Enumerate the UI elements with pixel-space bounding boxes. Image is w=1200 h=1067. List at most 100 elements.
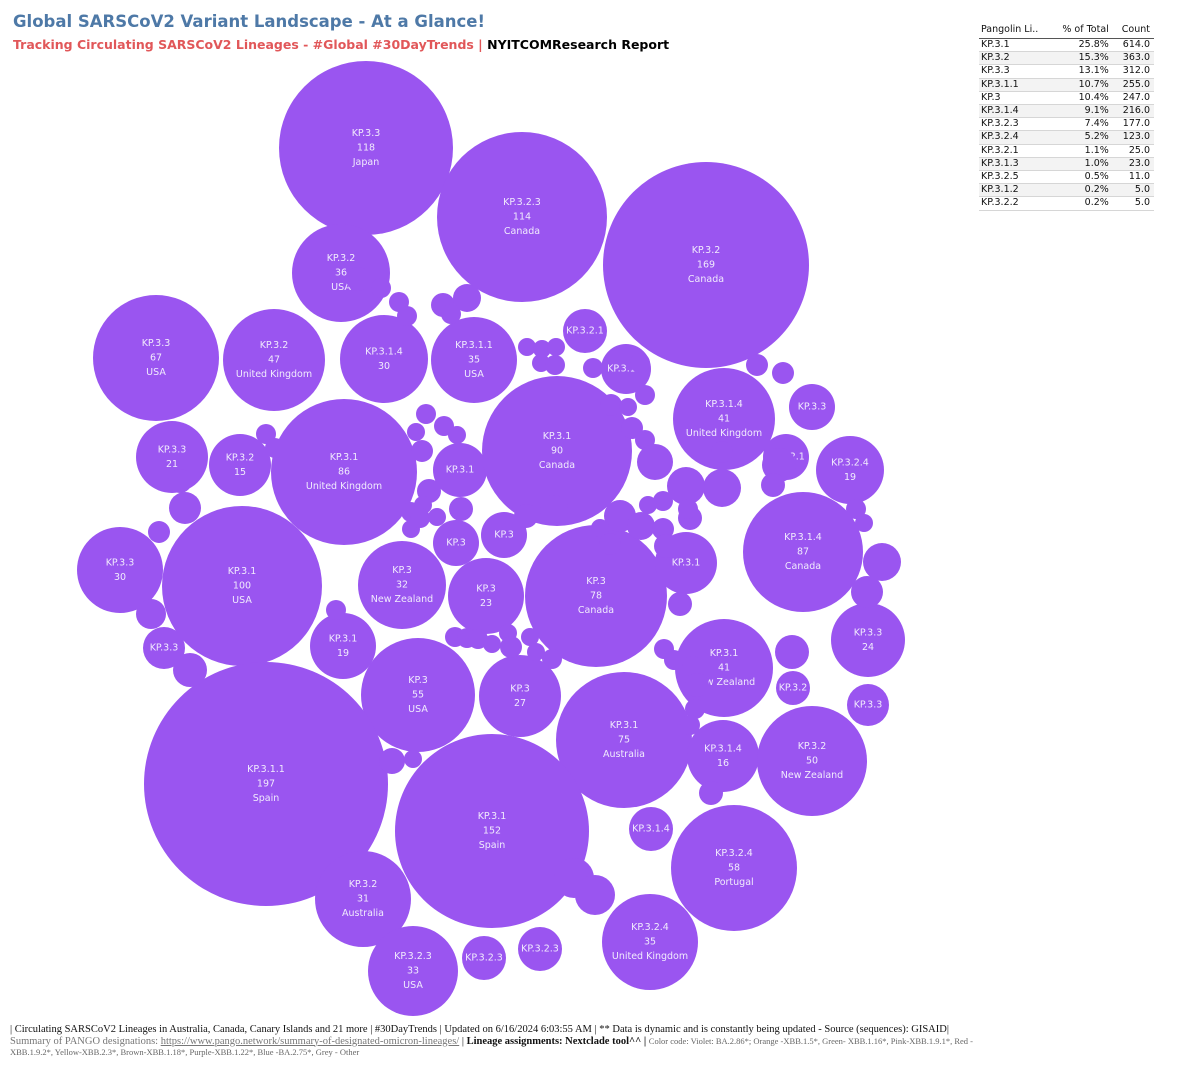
bubble-circle[interactable] [667, 467, 705, 505]
bubble[interactable] [483, 635, 501, 653]
bubble[interactable] [500, 636, 522, 658]
bubble[interactable] [775, 635, 809, 669]
bubble[interactable] [703, 469, 741, 507]
bubble-circle[interactable] [346, 267, 370, 291]
bubble-circle[interactable] [209, 434, 271, 496]
bubble[interactable] [173, 653, 207, 687]
bubble[interactable] [639, 496, 657, 514]
bubble-circle[interactable] [482, 376, 632, 526]
bubble-circle[interactable] [340, 315, 428, 403]
bubble[interactable] [265, 438, 285, 458]
bubble-circle[interactable] [685, 699, 705, 719]
bubble-circle[interactable] [168, 469, 192, 493]
bubble[interactable] [346, 267, 370, 291]
bubble[interactable] [699, 781, 723, 805]
bubble[interactable]: KP.3.2 [776, 671, 810, 705]
bubble[interactable] [772, 362, 794, 384]
bubble-circle[interactable] [433, 443, 487, 497]
bubble[interactable]: KP.3.1 86 United Kingdom [271, 399, 417, 545]
bubble-circle[interactable] [518, 927, 562, 971]
bubble[interactable] [599, 533, 621, 555]
bubble-circle[interactable] [500, 636, 522, 658]
bubble[interactable]: KP.3.2 47 United Kingdom [223, 309, 325, 411]
bubble[interactable]: KP.3.1.4 41 United Kingdom [673, 368, 775, 470]
bubble[interactable] [637, 444, 673, 480]
bubble-circle[interactable] [680, 715, 700, 735]
bubble[interactable]: KP.3.1.4 16 [687, 720, 759, 792]
bubble[interactable] [371, 278, 391, 298]
bubble-circle[interactable] [462, 936, 506, 980]
bubble[interactable] [591, 519, 609, 537]
bubble-circle[interactable] [678, 499, 698, 519]
bubble[interactable] [619, 398, 637, 416]
bubble-circle[interactable] [603, 162, 809, 368]
bubble-circle[interactable] [371, 278, 391, 298]
bubble[interactable]: KP.3.3 [847, 684, 889, 726]
bubble[interactable]: KP.3.2 15 [209, 434, 271, 496]
bubble-circle[interactable] [533, 340, 551, 358]
bubble[interactable] [583, 358, 603, 378]
table-row[interactable]: KP.3.2.3 7.4% 177.0 [979, 117, 1154, 132]
bubble[interactable]: KP.3.2.4 35 United Kingdom [602, 894, 698, 990]
bubble[interactable]: KP.3 32 New Zealand [358, 541, 446, 629]
bubble[interactable]: KP.3 27 [479, 655, 561, 737]
bubble-circle[interactable] [600, 394, 622, 416]
bubble[interactable] [540, 495, 568, 523]
column-header-percent[interactable]: % of Total [1050, 22, 1113, 39]
table-row[interactable]: KP.3.1.4 9.1% 216.0 [979, 104, 1154, 119]
bubble-circle[interactable] [831, 603, 905, 677]
bubble-circle[interactable] [789, 384, 835, 430]
bubble[interactable]: KP.3.1.4 30 [340, 315, 428, 403]
table-row[interactable]: KP.3.2 15.3% 363.0 [979, 51, 1154, 66]
bubble[interactable] [148, 521, 170, 543]
bubble-circle[interactable] [361, 638, 475, 752]
bubble-circle[interactable] [575, 875, 615, 915]
bubble-circle[interactable] [757, 706, 867, 816]
bubble[interactable]: KP.3.2 36 USA [292, 224, 390, 322]
bubble[interactable] [668, 592, 692, 616]
bubble-circle[interactable] [292, 224, 390, 322]
bubble[interactable]: KP.3.1 19 [310, 613, 376, 679]
bubble-circle[interactable] [279, 61, 453, 235]
column-header-lineage[interactable]: Pangolin Li.. [979, 22, 1051, 39]
bubble-circle[interactable] [630, 353, 650, 373]
bubble-circle[interactable] [410, 508, 430, 528]
bubble[interactable]: KP.3.3 67 USA [93, 295, 219, 421]
bubble-circle[interactable] [271, 399, 417, 545]
bubble[interactable] [397, 306, 417, 326]
bubble-circle[interactable] [368, 926, 458, 1016]
bubble-circle[interactable] [143, 627, 185, 669]
bubble[interactable] [851, 576, 883, 608]
bubble-circle[interactable] [527, 643, 545, 661]
bubble-circle[interactable] [545, 355, 565, 375]
bubble[interactable] [685, 699, 705, 719]
bubble[interactable] [411, 440, 433, 462]
bubble-circle[interactable] [563, 309, 607, 353]
bubble-circle[interactable] [428, 508, 446, 526]
bubble[interactable] [169, 492, 201, 524]
bubble[interactable]: KP.3.1 152 Spain [395, 734, 589, 928]
bubble-circle[interactable] [851, 576, 883, 608]
bubble-circle[interactable] [437, 132, 607, 302]
bubble[interactable] [654, 534, 678, 558]
bubble[interactable] [416, 404, 436, 424]
column-header-count[interactable]: Count [1112, 22, 1154, 39]
bubble-circle[interactable] [743, 492, 863, 612]
table-row[interactable]: KP.3.1.2 0.2% 5.0 [979, 183, 1154, 198]
bubble-circle[interactable] [687, 720, 759, 792]
bubble-circle[interactable] [379, 748, 405, 774]
bubble-circle[interactable] [448, 558, 524, 634]
bubble-circle[interactable] [685, 673, 709, 697]
bubble-circle[interactable] [711, 441, 733, 463]
bubble[interactable] [533, 340, 551, 358]
bubble-circle[interactable] [699, 781, 723, 805]
bubble-circle[interactable] [682, 656, 702, 676]
bubble-circle[interactable] [395, 734, 589, 928]
bubble[interactable] [407, 423, 425, 441]
bubble[interactable]: KP.3.1.4 [629, 807, 673, 851]
bubble-circle[interactable] [772, 362, 794, 384]
bubble[interactable] [685, 673, 709, 697]
bubble-circle[interactable] [816, 436, 884, 504]
bubble[interactable]: KP.3.1 100 USA [162, 506, 322, 666]
bubble[interactable]: KP.3.2 50 New Zealand [757, 706, 867, 816]
